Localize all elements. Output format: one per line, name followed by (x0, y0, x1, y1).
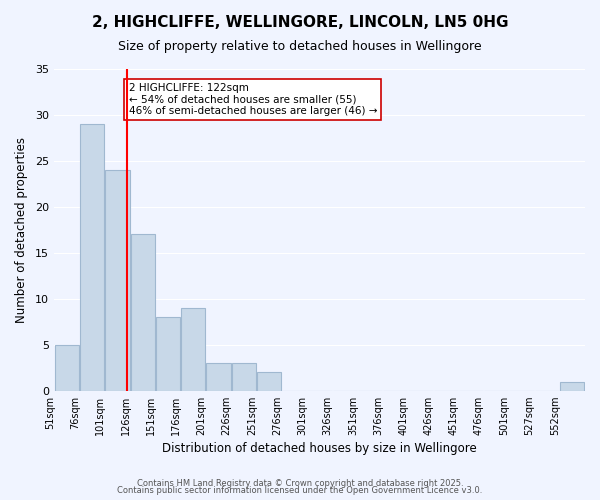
Bar (232, 363, 256, 390)
Bar (181, 308, 205, 390)
Text: 2, HIGHCLIFFE, WELLINGORE, LINCOLN, LN5 0HG: 2, HIGHCLIFFE, WELLINGORE, LINCOLN, LN5 … (92, 15, 508, 30)
Bar (106, 170, 130, 390)
Bar (80, 124, 104, 390)
X-axis label: Distribution of detached houses by size in Wellingore: Distribution of detached houses by size … (162, 442, 477, 455)
Text: Contains HM Land Registry data © Crown copyright and database right 2025.: Contains HM Land Registry data © Crown c… (137, 478, 463, 488)
Text: Contains public sector information licensed under the Open Government Licence v3: Contains public sector information licen… (118, 486, 482, 495)
Y-axis label: Number of detached properties: Number of detached properties (15, 137, 28, 323)
Text: Size of property relative to detached houses in Wellingore: Size of property relative to detached ho… (118, 40, 482, 53)
Bar (55, 344, 79, 391)
Text: 2 HIGHCLIFFE: 122sqm
← 54% of detached houses are smaller (55)
46% of semi-detac: 2 HIGHCLIFFE: 122sqm ← 54% of detached h… (128, 83, 377, 116)
Bar (560, 382, 584, 390)
Bar (131, 234, 155, 390)
Bar (156, 317, 180, 390)
Bar (257, 372, 281, 390)
Bar (206, 363, 230, 390)
